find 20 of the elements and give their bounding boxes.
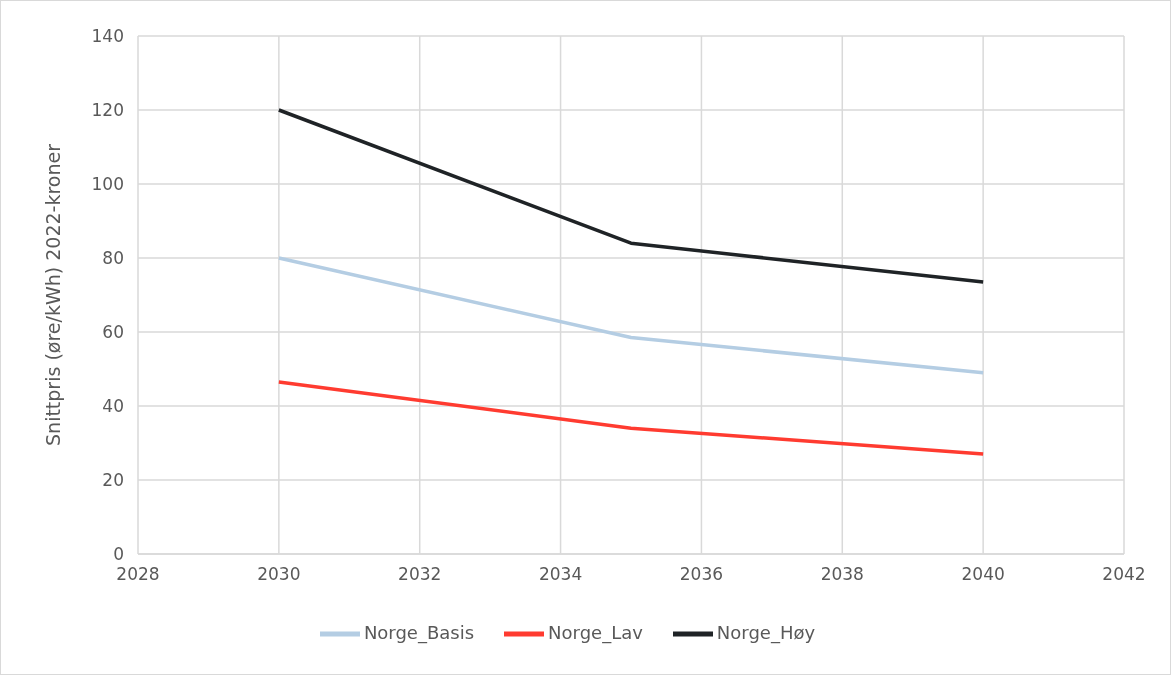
x-tick-label: 2042 (1102, 564, 1146, 585)
legend-label: Norge_Høy (716, 622, 816, 643)
y-tick-label: 40 (102, 396, 124, 417)
x-tick-label: 2036 (679, 564, 724, 585)
x-tick-label: 2038 (820, 564, 864, 585)
y-tick-label: 80 (102, 248, 124, 269)
y-tick-label: 0 (113, 544, 124, 565)
legend-label: Norge_Lav (548, 622, 643, 643)
y-tick-label: 20 (102, 470, 124, 491)
x-tick-label: 2032 (398, 564, 442, 585)
y-tick-label: 120 (91, 100, 124, 121)
y-tick-label: 100 (91, 174, 124, 195)
x-tick-label: 2040 (961, 564, 1005, 585)
y-tick-label: 140 (91, 26, 124, 47)
y-tick-label: 60 (102, 322, 124, 343)
x-tick-label: 2030 (257, 564, 301, 585)
y-axis-title: Snittpris (øre/kWh) 2022-kroner (41, 143, 64, 446)
x-tick-label: 2034 (538, 564, 583, 585)
legend-label: Norge_Basis (363, 622, 475, 643)
x-tick-label: 2028 (116, 564, 160, 585)
